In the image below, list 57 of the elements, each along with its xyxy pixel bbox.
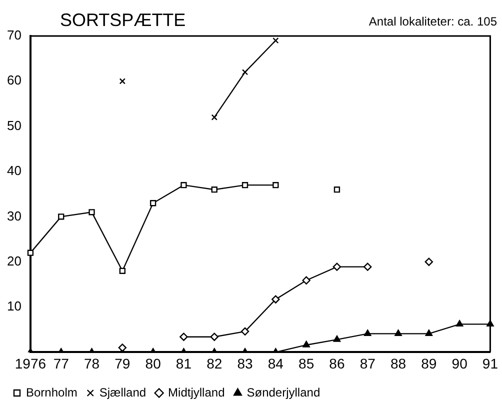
point <box>88 209 95 216</box>
point <box>364 262 372 271</box>
x-tick-label: 91 <box>482 355 498 372</box>
text: Antal lokaliteter: ca. 105 <box>368 14 498 28</box>
point <box>58 214 64 220</box>
point <box>240 327 250 336</box>
point <box>180 332 188 341</box>
y-tick-label: 60 <box>6 72 22 88</box>
x-tick-label: 85 <box>298 355 314 372</box>
x-tick-label: 1976 <box>14 355 46 372</box>
x-tick-label: 89 <box>421 355 437 372</box>
x-tick-label: 86 <box>329 355 345 372</box>
x-tick-label: 82 <box>206 355 222 372</box>
point <box>425 330 433 336</box>
x-tick-label: 83 <box>237 355 254 372</box>
point <box>150 200 156 206</box>
y-tick-label: 40 <box>6 163 22 178</box>
point <box>302 340 310 348</box>
point <box>272 295 280 304</box>
x-tick-label: 84 <box>268 355 284 372</box>
x-tick-label: 78 <box>84 355 100 372</box>
x-tick-label: 77 <box>53 355 70 372</box>
x-tick-label: 81 <box>176 355 192 372</box>
chart-title: SORTSPÆTTE <box>60 10 186 30</box>
point <box>424 258 434 266</box>
point <box>211 186 218 193</box>
point <box>364 330 372 336</box>
x-tick-label: 88 <box>390 355 406 372</box>
point <box>272 182 279 188</box>
point <box>119 78 126 84</box>
legend-label: Sønderjylland <box>246 385 320 400</box>
point <box>334 186 340 193</box>
x-tick-label: 90 <box>452 355 468 372</box>
point <box>211 114 218 120</box>
legend-label: Midtjylland <box>168 385 225 400</box>
legend-label: Bornholm <box>26 385 78 400</box>
y-tick-label: 20 <box>6 253 22 268</box>
x-tick-label: 80 <box>145 355 162 372</box>
point <box>456 320 464 327</box>
y-tick-label: 50 <box>6 118 22 133</box>
point <box>332 262 342 271</box>
point <box>119 268 126 274</box>
point <box>180 182 187 188</box>
point <box>333 335 341 342</box>
legend-label: Sjælland <box>99 385 146 400</box>
y-tick-label: 10 <box>6 298 22 314</box>
point <box>394 330 402 336</box>
point <box>27 250 34 256</box>
point <box>242 182 248 188</box>
x-tick-label: 79 <box>114 355 130 372</box>
point <box>242 69 248 76</box>
y-tick-label: 70 <box>6 28 22 43</box>
point <box>272 37 279 44</box>
x-tick-label: 87 <box>360 355 376 372</box>
y-tick-label: 30 <box>6 208 22 224</box>
point <box>210 332 218 341</box>
point <box>302 276 310 284</box>
